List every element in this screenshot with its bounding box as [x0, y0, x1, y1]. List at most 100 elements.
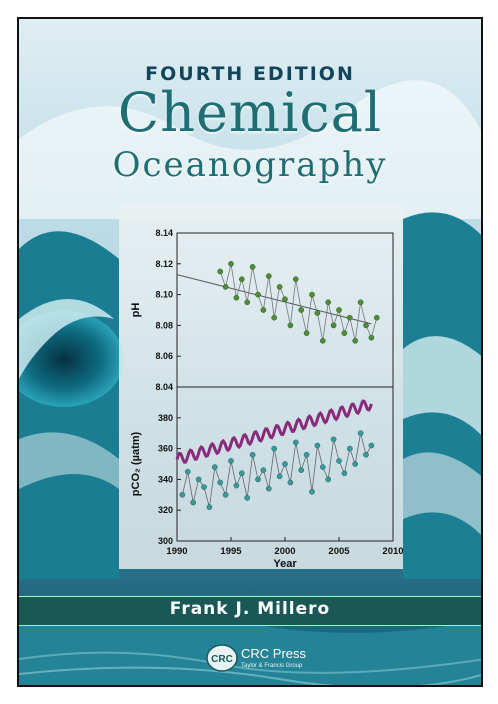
crc-press-logo: CRC: [206, 644, 238, 672]
pco2-data-point: [298, 467, 305, 474]
ph-data-point: [228, 260, 234, 267]
ph-data-point: [222, 284, 229, 290]
ph-data-point: [217, 268, 224, 275]
pco2-data-point: [195, 476, 202, 483]
ph-data-point: [238, 276, 245, 283]
pco2-data-point: [346, 445, 353, 452]
pco2-data-point: [336, 458, 342, 464]
pco2-data-point: [184, 468, 191, 475]
pco2-data-point: [206, 504, 213, 510]
ph-data-point: [373, 314, 380, 321]
ph-data-point: [336, 307, 342, 313]
ph-data-point: [330, 322, 337, 329]
ph-data-point: [292, 276, 299, 283]
pco2-data-point: [341, 470, 348, 477]
pco2-tick-label: 320: [158, 505, 173, 515]
pco2-data-point: [303, 451, 310, 458]
pco2-data-point: [319, 464, 326, 470]
pco2-tick-label: 360: [158, 444, 173, 454]
ph-data-point: [271, 314, 278, 321]
ph-data-point: [233, 294, 240, 301]
pco2-data-point: [276, 473, 283, 480]
author-band: [19, 596, 481, 626]
pco2-data-point: [271, 445, 278, 452]
publisher-name: CRC Press: [241, 646, 307, 661]
pco2-data-point: [357, 430, 364, 437]
chart-panel: 8.14 8.12 8.10 8.08 8.06 8.04 pH 380 360 340 320 30…: [119, 205, 403, 569]
ph-data-point: [298, 307, 305, 313]
publisher-subtitle: Taylor & Francis Group: [241, 663, 303, 669]
ph-data-point: [244, 299, 251, 306]
ph-data-point: [265, 273, 272, 279]
x-tick-label: 2005: [328, 546, 350, 557]
pco2-data-point: [233, 482, 240, 489]
ph-data-point: [368, 334, 375, 341]
pco2-data-point: [314, 442, 321, 449]
ph-data-point: [357, 299, 364, 306]
book-title-line2: Oceanography: [112, 145, 388, 185]
ph-tick-label: 8.10: [155, 290, 173, 300]
svg-text:CRC: CRC: [211, 654, 233, 665]
pco2-axis-label: pCO₂ (µatm): [130, 431, 142, 496]
pco2-data-point: [368, 442, 375, 449]
pco2-data-point: [244, 495, 251, 501]
ph-tick-label: 8.08: [155, 320, 173, 330]
ph-axis-label: pH: [130, 303, 142, 318]
ph-data-point: [319, 337, 326, 344]
pco2-data-point: [292, 439, 299, 446]
ph-data-point: [325, 299, 332, 306]
pco2-data-point: [201, 484, 207, 490]
pco2-data-point: [260, 467, 267, 474]
pco2-data-point: [255, 476, 261, 483]
pco2-data-point: [309, 488, 315, 495]
ph-data-point: [260, 307, 267, 313]
ph-trend-line: [176, 274, 372, 325]
ph-data-point: [255, 291, 261, 298]
ph-data-point: [314, 310, 321, 316]
ph-tick-label: 8.14: [155, 228, 173, 238]
pco2-data-point: [238, 470, 245, 477]
ph-data-point: [363, 322, 369, 329]
ph-data-point: [276, 284, 283, 290]
pco2-tick-label: 340: [158, 474, 173, 484]
pco2-data-point: [330, 436, 337, 443]
pco2-tick-label: 300: [158, 536, 173, 546]
ph-tick-label: 8.06: [155, 351, 173, 361]
ph-data-point: [282, 296, 288, 303]
pco2-data-point: [217, 479, 224, 486]
ph-data-point: [309, 291, 315, 298]
x-tick-label: 1990: [166, 546, 187, 557]
ph-data-point: [346, 314, 353, 321]
pco2-tick-label: 380: [158, 413, 173, 423]
pco2-data-point: [222, 491, 229, 498]
pco2-data-point: [228, 458, 234, 464]
ph-tick-label: 8.12: [155, 259, 173, 269]
ocean-wave-background: [19, 19, 481, 685]
x-tick-label: 2000: [274, 546, 295, 557]
edition-label: FOURTH EDITION: [145, 63, 355, 85]
pco2-data-point: [249, 451, 256, 458]
book-title-line1: Chemical: [117, 81, 383, 144]
pco2-atmospheric-curve: [175, 399, 373, 464]
ph-data-point: [287, 322, 294, 329]
pco2-data-point: [287, 479, 294, 486]
pco2-data-point: [265, 485, 272, 492]
pco2-data-point: [282, 461, 288, 467]
book-cover: FOURTH EDITION Chemical Oceanography 8.1…: [17, 17, 483, 687]
ph-tick-label: 8.04: [155, 382, 173, 392]
ph-data-point: [249, 264, 256, 270]
ph-data-point: [341, 330, 348, 336]
pco2-data-point: [179, 491, 186, 498]
pco2-data-point: [325, 476, 332, 483]
ph-series-line: [219, 263, 378, 341]
x-tick-label: 2010: [382, 546, 403, 557]
ph-data-point: [352, 337, 359, 344]
ph-pco2-chart: 8.14 8.12 8.10 8.08 8.06 8.04 pH 380 360 340 320 30…: [130, 228, 403, 569]
pco2-data-point: [190, 499, 197, 506]
x-axis-label: Year: [273, 558, 297, 569]
pco2-data-point: [352, 461, 359, 467]
pco2-data-point: [363, 451, 369, 458]
ph-data-point: [303, 330, 310, 336]
x-tick-label: 1995: [220, 546, 242, 557]
author-name: Frank J. Millero: [169, 599, 331, 619]
